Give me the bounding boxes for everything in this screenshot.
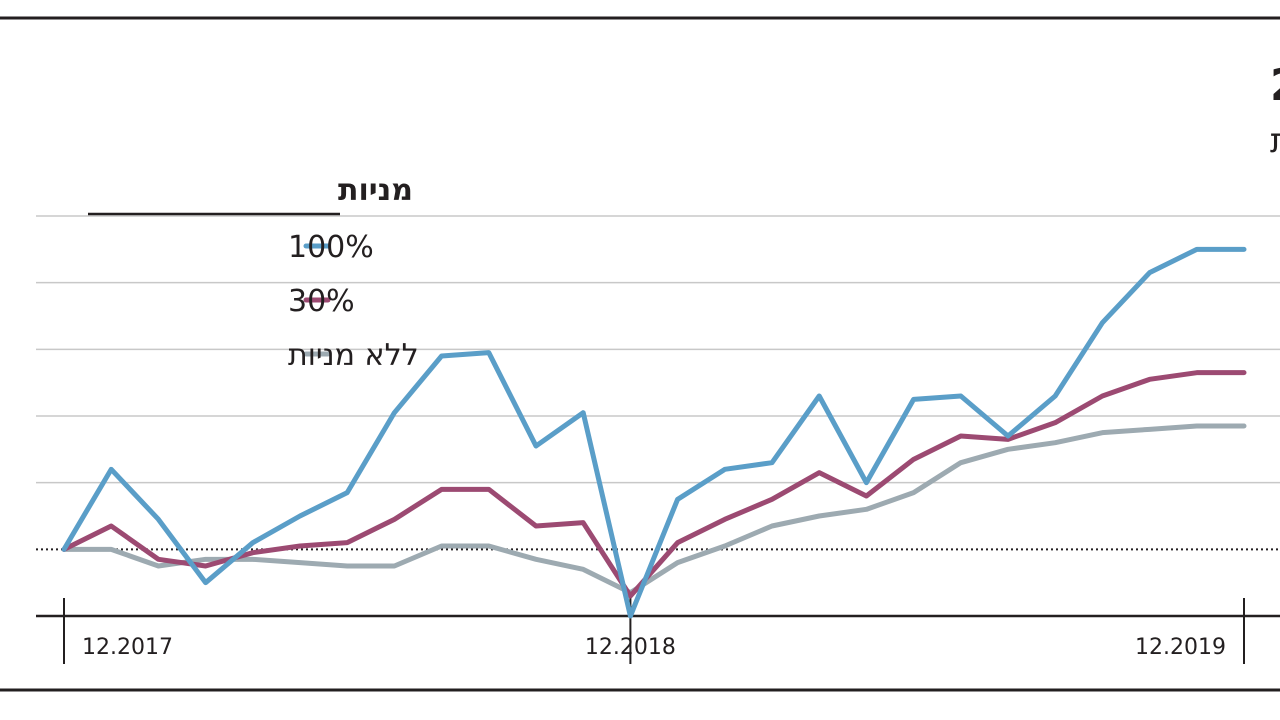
series-line-2 — [61, 423, 1247, 596]
x-axis-ticks: 12.2017 12.2018 12.2019 — [63, 598, 1245, 664]
legend: מניות 100% 30% ללא מניות — [88, 173, 419, 373]
series-line-0 — [61, 246, 1247, 619]
chart-title: מדדי אג'יו: ביצועי תיקי ההשקעות 2018־201… — [1270, 60, 1280, 111]
gridlines — [36, 215, 1280, 484]
x-tick-label: 12.2018 — [585, 635, 676, 660]
x-tick-label: 12.2017 — [82, 635, 173, 660]
legend-title: מניות — [338, 173, 413, 208]
chart-subtitle: תשואה מצטברת — [1270, 121, 1280, 161]
series-layer — [61, 246, 1247, 619]
legend-entries: 100% 30% ללא מניות — [288, 230, 419, 373]
legend-label: 100% — [288, 230, 374, 265]
legend-label: 30% — [288, 284, 355, 319]
x-tick-label: 12.2019 — [1135, 635, 1226, 660]
series-line-1 — [61, 370, 1247, 599]
legend-label: ללא מניות — [288, 338, 419, 373]
